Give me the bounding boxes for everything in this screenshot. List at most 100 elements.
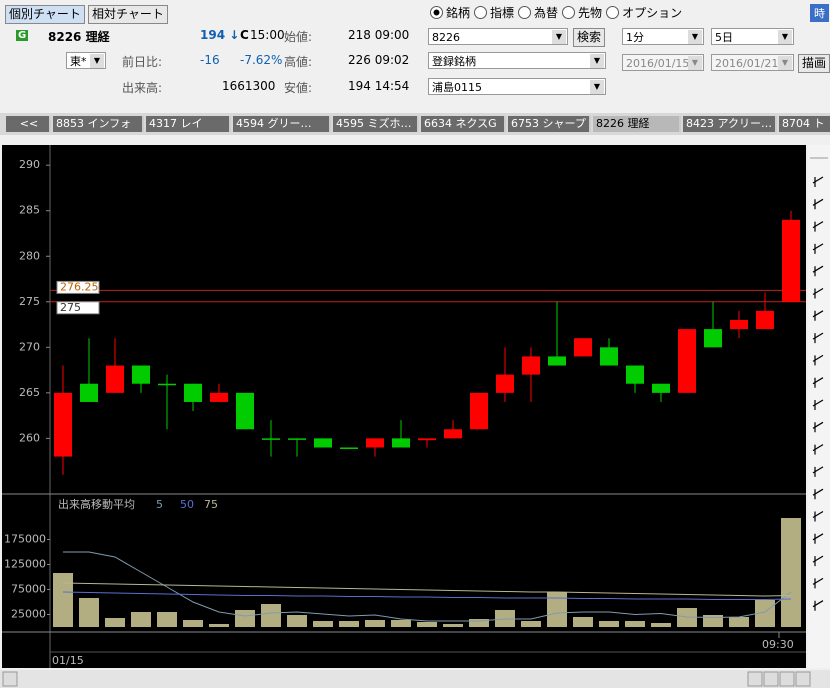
tool-icon[interactable] bbox=[812, 287, 824, 299]
tool-icon[interactable] bbox=[812, 577, 824, 589]
radio-label[interactable]: 為替 bbox=[534, 6, 559, 20]
volume-bar bbox=[131, 612, 151, 627]
radio[interactable] bbox=[562, 6, 576, 19]
price: 194 ↓ bbox=[200, 28, 240, 42]
draw-button[interactable]: 描画 bbox=[798, 54, 830, 73]
tool-icon[interactable] bbox=[812, 600, 824, 611]
tool-icons bbox=[812, 176, 824, 611]
y-tick-label: 285 bbox=[19, 204, 40, 217]
tool-icon[interactable] bbox=[812, 377, 824, 388]
candle-body bbox=[756, 310, 774, 330]
radio[interactable] bbox=[474, 6, 488, 19]
volume-bar bbox=[599, 621, 619, 627]
tool-icon[interactable] bbox=[812, 310, 824, 321]
radio-group: 銘柄 指標 為替 先物 オプション bbox=[426, 4, 682, 21]
candle-body bbox=[470, 392, 488, 430]
volume-bar bbox=[287, 615, 307, 627]
tab[interactable]: 4594 グリー… bbox=[233, 116, 331, 132]
scroll-btn[interactable] bbox=[779, 671, 795, 687]
symbol-input[interactable]: 8226 bbox=[428, 28, 568, 45]
tool-icon[interactable] bbox=[812, 176, 824, 187]
label: 高値: bbox=[284, 55, 313, 69]
search-button[interactable]: 検索 bbox=[573, 28, 606, 47]
tool-icon[interactable] bbox=[812, 555, 824, 567]
chart-bg bbox=[2, 145, 806, 668]
radio-label[interactable]: 指標 bbox=[490, 6, 515, 20]
candle-body bbox=[340, 447, 358, 449]
scroll-btn[interactable] bbox=[747, 671, 763, 687]
candle-body bbox=[496, 374, 514, 393]
y-tick-label: 290 bbox=[19, 158, 40, 171]
radio-label[interactable]: 銘柄 bbox=[446, 6, 471, 20]
volume-bar bbox=[729, 617, 749, 627]
span-select[interactable]: 5日 bbox=[711, 28, 794, 45]
volume-bar bbox=[547, 592, 567, 627]
value: 194 14:54 bbox=[348, 79, 410, 93]
candle-body bbox=[54, 392, 72, 457]
tab[interactable]: 8704 トレ… bbox=[779, 116, 830, 132]
tool-icon[interactable] bbox=[812, 243, 824, 254]
tool-icon[interactable] bbox=[812, 466, 824, 477]
tool-icon[interactable] bbox=[812, 198, 824, 210]
y-tick-label: 275 bbox=[19, 295, 40, 308]
tool-icon[interactable] bbox=[812, 444, 824, 455]
radio[interactable] bbox=[518, 6, 532, 19]
scrollbar[interactable] bbox=[0, 670, 830, 688]
volume-bar bbox=[79, 598, 99, 627]
legend-entry: 50 bbox=[180, 498, 194, 511]
corner-button[interactable]: 時 bbox=[810, 4, 829, 22]
market-select[interactable]: 東* bbox=[66, 52, 106, 69]
tab[interactable]: 8423 アクリー… bbox=[683, 116, 777, 132]
volume-bar bbox=[469, 619, 489, 627]
tab[interactable]: 8226 理経 bbox=[593, 116, 681, 132]
tool-icon[interactable] bbox=[812, 332, 824, 344]
value: -7.62% bbox=[240, 53, 283, 67]
list-select[interactable]: 登録銘柄 bbox=[428, 52, 606, 69]
candle-body bbox=[132, 365, 150, 384]
volume-bar bbox=[651, 623, 671, 627]
radio-label[interactable]: オプション bbox=[622, 6, 683, 20]
candle-body bbox=[288, 438, 306, 440]
volume-bar bbox=[339, 621, 359, 627]
group-select[interactable]: 浦島0115 bbox=[428, 78, 606, 95]
tab[interactable]: 4317 レイ bbox=[146, 116, 231, 132]
y-tick-label: 175000 bbox=[4, 533, 46, 546]
candle-body bbox=[704, 329, 722, 348]
tool-icon[interactable] bbox=[812, 399, 824, 410]
date-from[interactable]: 2016/01/15 bbox=[622, 54, 704, 71]
tool-icon[interactable] bbox=[812, 510, 824, 522]
scroll-right[interactable] bbox=[795, 671, 811, 687]
radio-label[interactable]: 先物 bbox=[578, 6, 603, 20]
candle-body bbox=[106, 365, 124, 393]
tool-icon[interactable] bbox=[812, 421, 824, 433]
candle-body bbox=[600, 347, 618, 366]
tab-button[interactable]: 相対チャート bbox=[88, 5, 168, 24]
tool-icon[interactable] bbox=[812, 354, 824, 366]
radio[interactable] bbox=[430, 6, 443, 19]
close-flag: C bbox=[240, 28, 249, 42]
tool-icon[interactable] bbox=[812, 533, 824, 544]
interval-select[interactable]: 1分 bbox=[622, 28, 704, 45]
tab-button[interactable]: 個別チャート bbox=[5, 5, 85, 24]
value: 218 09:00 bbox=[348, 28, 410, 42]
radio[interactable] bbox=[606, 6, 620, 19]
candle-body bbox=[522, 356, 540, 375]
scroll-btn[interactable] bbox=[763, 671, 779, 687]
tab[interactable]: 6753 シャープ bbox=[508, 116, 591, 132]
tab[interactable]: 4595 ミズホ… bbox=[333, 116, 419, 132]
candle-body bbox=[236, 392, 254, 430]
candle-body bbox=[418, 438, 436, 441]
tool-icon[interactable] bbox=[812, 488, 824, 500]
tab[interactable]: 8853 インフォテリ bbox=[53, 116, 144, 132]
volume-bar bbox=[183, 620, 203, 627]
tool-icon[interactable] bbox=[812, 221, 824, 232]
tool-icon[interactable] bbox=[812, 265, 824, 277]
tab[interactable]: 6634 ネクスG bbox=[421, 116, 506, 132]
legend-entry: 75 bbox=[204, 498, 218, 511]
tab[interactable]: << bbox=[6, 116, 51, 132]
scroll-left[interactable] bbox=[2, 671, 18, 687]
y-tick-label: 75000 bbox=[11, 583, 46, 596]
date-to[interactable]: 2016/01/21 bbox=[711, 54, 794, 71]
